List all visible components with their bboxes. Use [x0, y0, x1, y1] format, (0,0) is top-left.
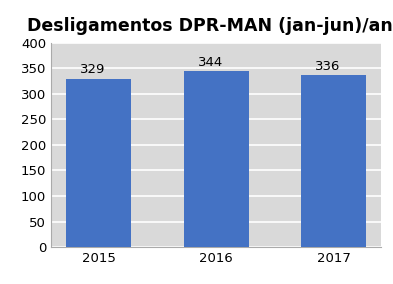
- Bar: [66, 79, 131, 247]
- Bar: [301, 75, 366, 247]
- Bar: [184, 71, 248, 247]
- Text: 336: 336: [315, 60, 341, 73]
- Text: 344: 344: [198, 56, 223, 69]
- Title: Desligamentos DPR-MAN (jan-jun)/ano: Desligamentos DPR-MAN (jan-jun)/ano: [28, 18, 393, 36]
- Text: 329: 329: [80, 63, 105, 76]
